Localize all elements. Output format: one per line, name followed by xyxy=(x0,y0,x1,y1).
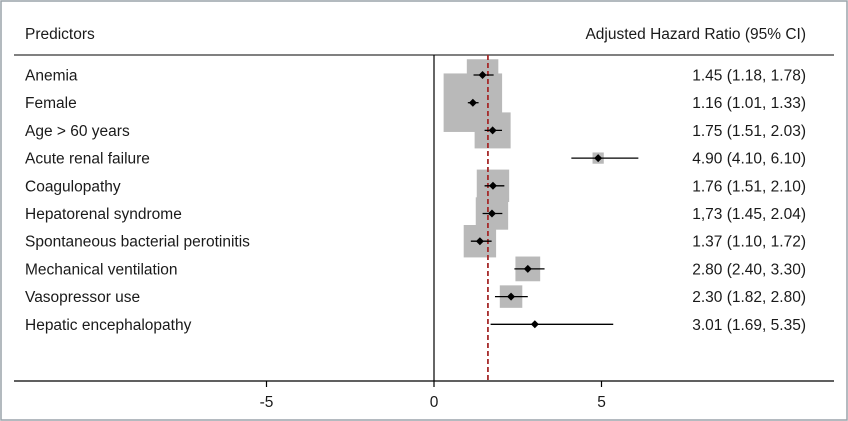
ci-text-coagulopathy: 1.76 (1.51, 2.10) xyxy=(692,178,806,195)
x-tick-label: -5 xyxy=(260,394,274,411)
ci-text-vasopressor-use: 2.30 (1.82, 2.80) xyxy=(692,289,806,306)
predictor-label-age-60-years: Age > 60 years xyxy=(25,123,130,140)
x-tick-label: 0 xyxy=(430,394,439,411)
ci-text-acute-renal-failure: 4.90 (4.10, 6.10) xyxy=(692,151,806,168)
predictor-label-vasopressor-use: Vasopressor use xyxy=(25,289,140,306)
estimate-point-mechanical-ventilation xyxy=(523,264,532,273)
estimate-point-anemia xyxy=(478,71,487,79)
ci-text-female: 1.16 (1.01, 1.33) xyxy=(692,95,806,112)
x-axis-ticks: -5 0 5 xyxy=(260,381,606,411)
predictor-label-mechanical-ventilation: Mechanical ventilation xyxy=(25,261,178,278)
estimate-point-spontaneous-bacterial-perotinitis xyxy=(475,237,484,246)
predictor-label-anemia: Anemia xyxy=(25,68,78,85)
estimate-point-hepatic-encephalopathy xyxy=(530,320,539,329)
header-predictors: Predictors xyxy=(25,26,95,43)
predictor-label-spontaneous-bacterial-perotinitis: Spontaneous bacterial perotinitis xyxy=(25,234,250,251)
predictor-label-hepatorenal-syndrome: Hepatorenal syndrome xyxy=(25,206,182,223)
header-hazard-ratio: Adjusted Hazard Ratio (95% CI) xyxy=(585,26,806,43)
ci-text-anemia: 1.45 (1.18, 1.78) xyxy=(692,68,806,85)
x-tick-label: 5 xyxy=(597,394,606,411)
estimate-point-coagulopathy xyxy=(488,181,497,190)
predictor-label-hepatic-encephalopathy: Hepatic encephalopathy xyxy=(25,317,192,334)
estimate-point-age-60-years xyxy=(488,126,497,135)
ci-text-spontaneous-bacterial-perotinitis: 1.37 (1.10, 1.72) xyxy=(692,234,806,251)
ci-text-hepatorenal-syndrome: 1,73 (1.45, 2.04) xyxy=(692,206,806,223)
predictor-label-female: Female xyxy=(25,95,77,112)
estimate-point-acute-renal-failure xyxy=(594,154,603,163)
ci-text-hepatic-encephalopathy: 3.01 (1.69, 5.35) xyxy=(692,317,806,334)
ci-text-mechanical-ventilation: 2.80 (2.40, 3.30) xyxy=(692,261,806,278)
estimate-point-vasopressor-use xyxy=(507,292,516,301)
predictor-label-acute-renal-failure: Acute renal failure xyxy=(25,151,150,168)
ci-text-age-60-years: 1.75 (1.51, 2.03) xyxy=(692,123,806,140)
row-labels: Anemia 1.45 (1.18, 1.78) Female 1.16 (1.01,… xyxy=(25,68,806,334)
estimate-point-hepatorenal-syndrome xyxy=(487,209,496,218)
estimate-point-female xyxy=(468,98,477,107)
confidence-intervals xyxy=(467,71,639,329)
predictor-label-coagulopathy: Coagulopathy xyxy=(25,178,121,195)
